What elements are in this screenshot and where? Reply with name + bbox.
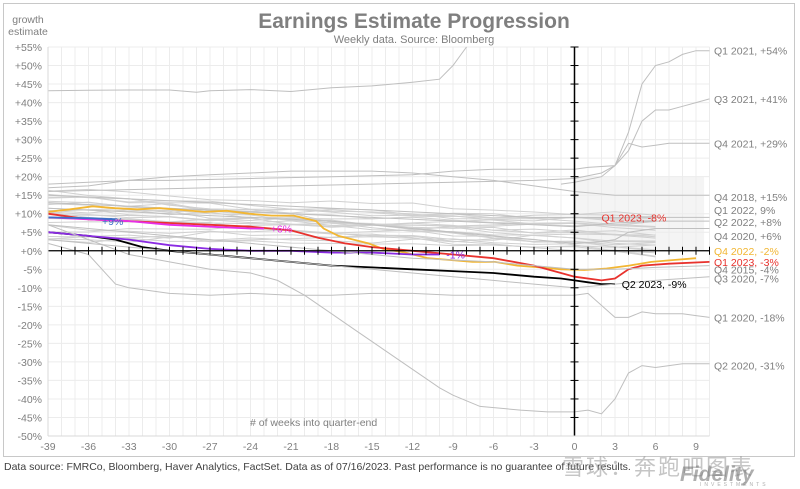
series-group [47,46,710,415]
line-chart: +55% +50% +45% +40% +35% +30% +25% +20% +15% +10%… [8,10,787,453]
series-end-label: Q4 2020, +6% [714,231,781,243]
series-end-label: Q2 2022, +8% [714,217,781,229]
y-tick-label: -30% [17,357,42,369]
series-end-label: Q1 2020, -18% [714,312,785,324]
y-tick-label: +55% [15,42,42,54]
y-tick-label: -40% [17,394,42,406]
series-line-q3-2023-blue- [47,216,116,221]
y-axis-label-line-1: growth [12,14,44,26]
y-tick-label: +10% [15,209,42,221]
series-line-q3-2023-magenta- [47,216,264,230]
series-end-label: Q1 2022, 9% [714,205,775,217]
y-tick-label: +30% [15,135,42,147]
series-end-label: Q1 2023, -3% [714,257,779,269]
x-tick-label: -6 [489,441,498,453]
x-tick-label: -9 [448,441,457,453]
background-series-line [47,188,656,216]
x-tick-label: -18 [324,441,339,453]
y-tick-label: +5% [21,227,42,239]
series-end-label: Q3 2020, -7% [714,274,779,286]
series-line-tail [560,50,710,185]
x-tick-label: 3 [612,441,618,453]
x-tick-label: -3 [529,441,538,453]
annotation-label: Q2 2023, -9% [622,279,687,291]
x-tick-label: -39 [40,441,55,453]
x-tick-label: -24 [243,441,258,453]
series-line-q4-2020 [47,207,710,244]
background-series-line [47,211,656,238]
annotation-label: Q1 2023, -8% [602,212,667,224]
series-end-label: Q4 2018, +15% [714,192,787,204]
series-line-q1-2021 [47,46,467,93]
annotation-label: +6% [271,224,292,236]
y-tick-label: -10% [17,283,42,295]
y-tick-label: -15% [17,301,42,313]
series-line-q4-2018 [47,170,710,196]
series-line-q1-2023 [47,212,710,282]
fidelity-logo-subtitle: INVESTMENTS [700,482,769,488]
chart-title: Earnings Estimate Progression [258,10,570,33]
background-series-line [47,196,656,228]
series-end-label: Q2 2020, -31% [714,361,785,373]
watermark-text: 雪球：奔跑吧图表 [562,456,755,481]
y-tick-label: +15% [15,190,42,202]
y-tick-label: +35% [15,116,42,128]
background-series-line [47,233,656,243]
series-end-label: Q4 2015, -4% [714,264,779,276]
footer-disclaimer: Data source: FMRCo, Bloomberg, Haver Ana… [4,461,631,473]
chart-subtitle: Weekly data. Source: Bloomberg [334,34,495,46]
series-line-q2-2023 [47,231,615,285]
series-line-q4-2022 [47,205,697,271]
series-line-q2-2020 [47,224,710,415]
series-end-label: Q3 2021, +41% [714,94,787,106]
y-tick-label: -5% [23,264,42,276]
x-tick-label: -30 [162,441,177,453]
series-line-q3-2021 [47,98,710,192]
y-axis-label-line-2: estimate [8,26,48,38]
x-tick-label: -15 [364,441,379,453]
background-series-line [47,213,656,223]
series-line-q1-2022 [47,194,710,218]
y-tick-label: -45% [17,412,42,424]
y-tick-label: +20% [15,172,42,184]
y-tick-label: +25% [15,153,42,165]
series-end-label: Q1 2021, +54% [714,46,787,58]
axes [47,46,710,437]
x-tick-label: -33 [121,441,136,453]
y-tick-label: -20% [17,320,42,332]
y-tick-label: +45% [15,79,42,91]
x-axis-label: # of weeks into quarter-end [250,417,377,429]
x-tick-label: 0 [572,441,578,453]
labels: +55% +50% +45% +40% +35% +30% +25% +20% +15% +10%… [15,42,787,453]
y-tick-label: +50% [15,61,42,73]
series-line-q1-2020 [47,242,710,318]
background-series-line [47,208,656,220]
series-end-label: Q4 2021, +29% [714,138,787,150]
y-tick-label: -25% [17,338,42,350]
x-tick-label: 6 [653,441,659,453]
x-tick-label: -36 [81,441,96,453]
x-tick-label: -12 [405,441,420,453]
y-tick-label: +40% [15,98,42,110]
x-tick-label: 9 [693,441,699,453]
y-tick-label: -50% [17,431,42,443]
x-tick-label: -27 [202,441,217,453]
y-tick-label: +0% [21,246,42,258]
series-end-label: Q4 2022, -2% [714,246,779,258]
x-tick-label: -21 [283,441,298,453]
chart-frame: +55% +50% +45% +40% +35% +30% +25% +20% +15% +10%… [3,3,795,457]
annotation-label: +9% [102,216,123,228]
background-series-line [47,221,656,240]
fidelity-logo: Fidelity [680,463,754,486]
y-tick-label: -35% [17,375,42,387]
annotation-label: -1% [446,249,465,261]
background-series-line [48,215,656,233]
series-line-q4-2021 [47,142,710,185]
